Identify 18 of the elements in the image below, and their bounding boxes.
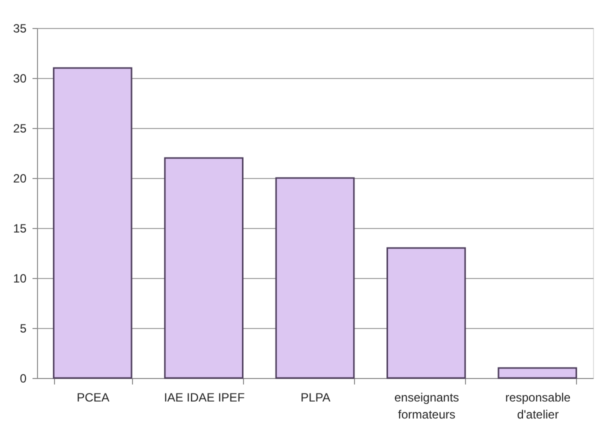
y-tick-label: 0 [20, 372, 27, 386]
bar [498, 367, 578, 379]
bar [164, 157, 244, 379]
x-tick-label: PCEA [76, 390, 110, 404]
y-tick-label: 15 [13, 222, 27, 236]
y-tick-label: 20 [13, 172, 27, 186]
x-tick-label: enseignants formateurs [394, 390, 460, 422]
y-tick-label: 30 [13, 72, 27, 86]
y-tick-label: 35 [13, 22, 27, 36]
bar [386, 247, 466, 379]
bar [275, 177, 355, 379]
y-tick-label: 10 [13, 272, 27, 286]
y-tick-label: 25 [13, 122, 27, 136]
x-tick-label: PLPA [300, 390, 330, 404]
x-tick-label: responsable d'atelier [505, 390, 571, 422]
x-tick-label: IAE IDAE IPEF [164, 390, 245, 404]
y-tick-label: 5 [20, 322, 27, 336]
bar [52, 67, 132, 379]
